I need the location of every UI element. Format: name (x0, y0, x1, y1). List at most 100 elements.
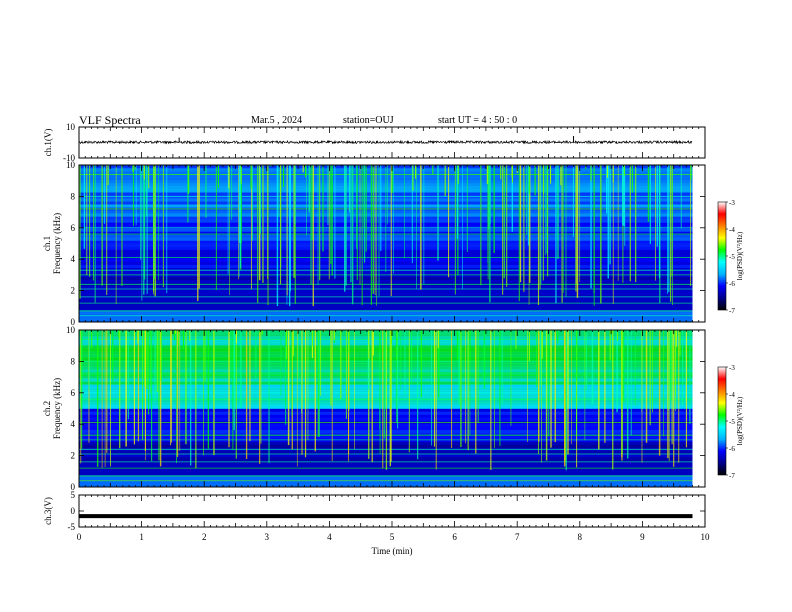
y-tick-label: 0 (71, 506, 76, 516)
spectral-band (79, 477, 693, 482)
y-tick-label: 0 (71, 317, 76, 327)
y-tick-label: 10 (66, 325, 76, 335)
spectral-band (79, 444, 693, 449)
spectral-band (79, 279, 693, 284)
x-tick-label: 0 (77, 532, 82, 542)
ch2-spectrogram-y-axis: 0 2 4 6 8 10 ch.2 Frequency (kHz) (42, 325, 705, 492)
colorbar-tick-label: -3 (729, 364, 735, 372)
spectral-band (79, 456, 693, 461)
ch1-waveform (78, 135, 692, 145)
spectral-band (79, 438, 693, 443)
ch1-spectrogram (79, 165, 693, 323)
ch3-waveform-x-ticks: 0 1 2 3 4 5 6 7 8 9 10 (77, 495, 710, 542)
spectral-band (79, 306, 693, 311)
spectral-band (79, 468, 693, 473)
y-axis-label: ch.1(V) (43, 129, 53, 157)
colorbar-label: log(PSD)(V²/Hz) (736, 396, 744, 445)
x-tick-label: 6 (452, 532, 457, 542)
station-label: station=OUJ (343, 115, 394, 126)
y-tick-label: 8 (71, 191, 76, 201)
colorbar-tick-label: -3 (729, 199, 735, 207)
x-tick-label: 4 (327, 532, 332, 542)
ch1-waveform-y-axis: 10 -10 ch.1(V) (43, 122, 705, 163)
spectral-band (79, 288, 693, 293)
spectral-band (79, 417, 693, 421)
y-tick-label: 2 (71, 286, 76, 296)
spectral-band (79, 303, 693, 308)
spectral-band (79, 297, 693, 302)
spectral-band (79, 465, 693, 470)
spectral-band (79, 309, 693, 314)
y-tick-label: 4 (71, 254, 76, 264)
x-tick-label: 2 (202, 532, 207, 542)
spectral-band (79, 429, 693, 433)
ch1-spectrogram-colorbar: -3 -4 -5 -6 -7 log(PSD)(V²/Hz) (717, 199, 744, 315)
colorbar-gradient (717, 201, 727, 311)
colorbar-label: log(PSD)(V²/Hz) (736, 231, 744, 280)
x-tick-label: 5 (390, 532, 395, 542)
spectral-band (79, 480, 693, 485)
ch1-signal-trace (78, 139, 692, 145)
spectral-band (79, 453, 693, 458)
y-tick-label: 6 (71, 223, 76, 233)
y-tick-label: -5 (68, 522, 76, 532)
x-tick-label: 3 (265, 532, 270, 542)
spectral-band (79, 273, 693, 278)
spectral-band (79, 285, 693, 290)
spectral-band (79, 411, 693, 415)
spectral-band (79, 408, 693, 412)
y-tick-label: 10 (66, 160, 76, 170)
ch2-spectrogram-colorbar: -3 -4 -5 -6 -7 log(PSD)(V²/Hz) (717, 364, 744, 480)
colorbar-tick-label: -7 (729, 472, 735, 480)
ch3-signal-line (79, 514, 693, 519)
colorbar-tick-label: -5 (729, 418, 735, 426)
x-tick-label: 7 (515, 532, 520, 542)
x-tick-label: 10 (701, 532, 711, 542)
spectral-band (79, 405, 693, 409)
y-axis-label: ch.3(V) (43, 497, 53, 525)
y-axis-label: ch.2 (42, 401, 52, 416)
spectral-band (79, 435, 693, 439)
spectral-band (79, 414, 693, 418)
ch1-spectrogram-y-axis: 0 2 4 6 8 10 ch.1 Frequency (kHz) (42, 160, 705, 327)
ch1-waveform-x-ticks (78, 127, 706, 158)
colorbar-tick-label: -6 (729, 445, 735, 453)
y-axis-label: Frequency (kHz) (52, 213, 62, 274)
spectral-band (79, 471, 693, 476)
colorbar-tick-label: -4 (729, 226, 735, 234)
x-tick-label: 1 (139, 532, 144, 542)
spectral-band (79, 276, 693, 281)
y-tick-label: -10 (63, 153, 75, 163)
ch2-spectrogram (79, 330, 693, 488)
ch3-waveform-y-axis: 5 0 -5 ch.3(V) (43, 490, 705, 532)
y-tick-label: 8 (71, 356, 76, 366)
y-tick-label: 0 (71, 482, 76, 492)
spectral-band (79, 474, 693, 479)
spectral-band (79, 450, 693, 455)
spectral-band (79, 441, 693, 446)
start-time-label: start UT = 4 : 50 : 0 (438, 115, 518, 126)
y-axis-label: ch.1 (42, 236, 52, 251)
colorbar-tick-label: -4 (729, 391, 735, 399)
date-label: Mar.5 , 2024 (251, 115, 303, 126)
colorbar-tick-label: -5 (729, 253, 735, 261)
y-axis-label: Frequency (kHz) (52, 378, 62, 439)
ch1-spectrogram-x-ticks (78, 165, 706, 322)
y-tick-label: 10 (66, 122, 76, 132)
spectral-band (79, 270, 693, 274)
spectral-band (79, 291, 693, 296)
x-axis-label: Time (min) (372, 546, 413, 556)
x-tick-label: 8 (578, 532, 583, 542)
spectral-band (79, 315, 693, 320)
y-tick-label: 5 (71, 490, 76, 500)
y-tick-label: 2 (71, 451, 76, 461)
y-tick-label: 6 (71, 388, 76, 398)
spectral-band (79, 300, 693, 305)
colorbar-tick-label: -7 (729, 307, 735, 315)
y-tick-label: 4 (71, 419, 76, 429)
spectral-band (79, 462, 693, 467)
colorbar-tick-label: -6 (729, 280, 735, 288)
chart-title: VLF Spectra (79, 113, 141, 127)
spectral-band (79, 426, 693, 430)
